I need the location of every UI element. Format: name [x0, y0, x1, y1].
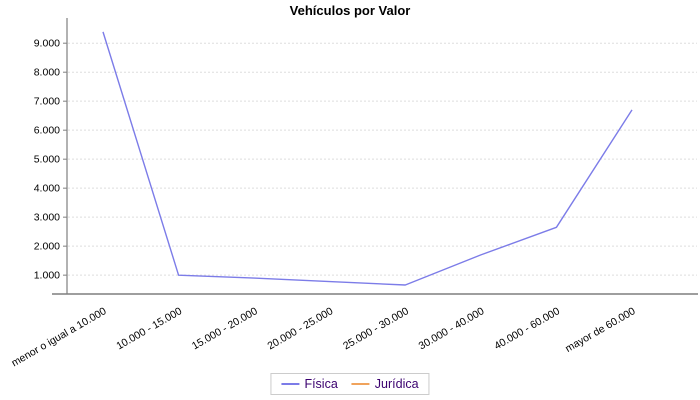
x-category-label: 10.000 - 15.000: [114, 305, 184, 352]
series-line-física: [102, 31, 633, 286]
x-category-label: 30.000 - 40.000: [417, 305, 487, 352]
chart-title: Vehículos por Valor: [289, 3, 411, 18]
legend-item-juridica: Jurídica: [351, 377, 419, 391]
x-category-label: menor o igual a 10.000: [9, 305, 108, 368]
legend-label-juridica: Jurídica: [374, 377, 419, 391]
y-tick-label: 2.000: [34, 241, 60, 253]
x-category-label: 40.000 - 60.000: [492, 305, 562, 352]
fisica-line-swatch: [281, 383, 300, 385]
juridica-line-swatch: [351, 383, 370, 385]
y-tick-label: 3.000: [34, 212, 60, 224]
x-category-label: mayor de 60.000: [563, 305, 637, 355]
x-category-label: 25.000 - 30.000: [341, 305, 411, 352]
y-tick-label: 6.000: [34, 125, 60, 137]
plot-area: 1.000 2.000 3.000 4.000 5.000 6.000 7.000 8.000…: [9, 18, 698, 368]
y-tick-label: 4.000: [34, 183, 60, 195]
legend-label-fisica: Física: [304, 377, 338, 391]
y-tick-label: 5.000: [34, 154, 60, 166]
x-category-label: 20.000 - 25.000: [266, 305, 336, 352]
legend-item-fisica: Física: [281, 377, 338, 391]
legend: Física Jurídica: [270, 373, 430, 395]
y-tick-label: 8.000: [34, 67, 60, 79]
x-category-label: 15.000 - 20.000: [190, 305, 260, 352]
y-tick-label: 1.000: [34, 270, 60, 282]
y-tick-label: 7.000: [34, 96, 60, 108]
y-tick-label: 9.000: [34, 38, 60, 50]
